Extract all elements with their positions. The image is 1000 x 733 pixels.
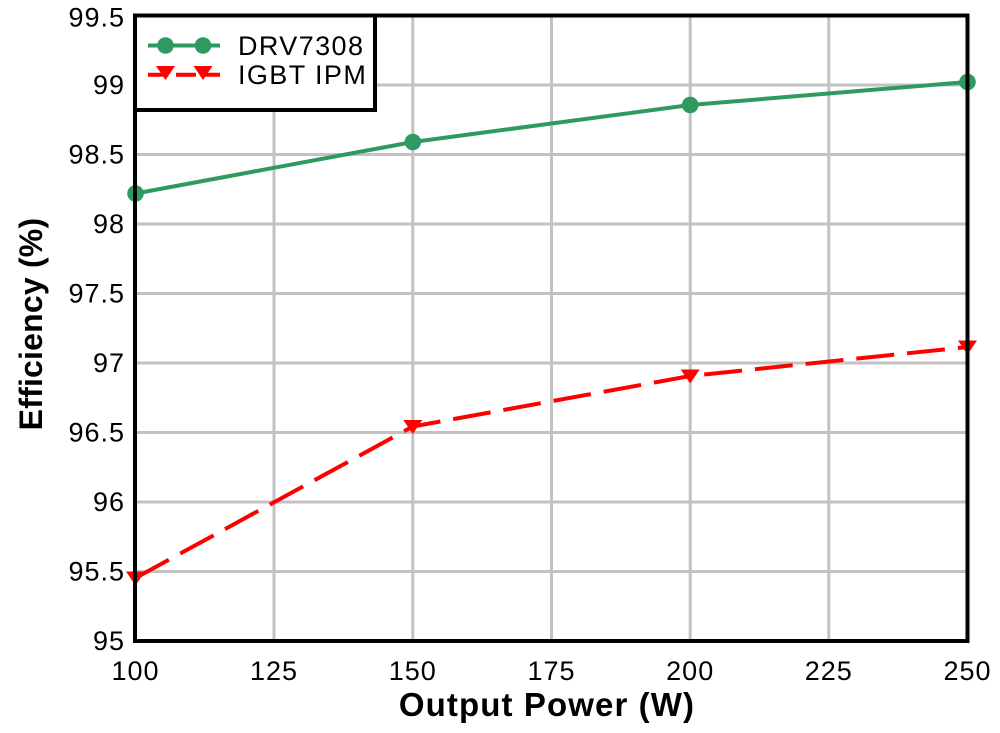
svg-text:99.5: 99.5 xyxy=(68,3,125,33)
svg-text:DRV7308: DRV7308 xyxy=(238,31,364,61)
svg-text:96: 96 xyxy=(93,487,125,517)
svg-text:98: 98 xyxy=(93,209,125,239)
svg-text:Output Power (W): Output Power (W) xyxy=(399,686,695,723)
svg-text:175: 175 xyxy=(527,656,575,686)
svg-text:99: 99 xyxy=(93,70,125,100)
svg-text:98.5: 98.5 xyxy=(68,140,125,170)
svg-text:100: 100 xyxy=(111,656,159,686)
svg-text:96.5: 96.5 xyxy=(68,418,125,448)
svg-text:IGBT IPM: IGBT IPM xyxy=(238,60,367,90)
svg-text:Efficiency (%): Efficiency (%) xyxy=(13,218,49,431)
svg-text:97.5: 97.5 xyxy=(68,279,125,309)
svg-text:225: 225 xyxy=(805,656,853,686)
svg-text:150: 150 xyxy=(389,656,437,686)
svg-text:125: 125 xyxy=(250,656,298,686)
svg-text:200: 200 xyxy=(666,656,714,686)
svg-text:95.5: 95.5 xyxy=(68,557,125,587)
svg-text:95: 95 xyxy=(93,626,125,656)
svg-text:97: 97 xyxy=(93,348,125,378)
svg-text:250: 250 xyxy=(943,656,991,686)
